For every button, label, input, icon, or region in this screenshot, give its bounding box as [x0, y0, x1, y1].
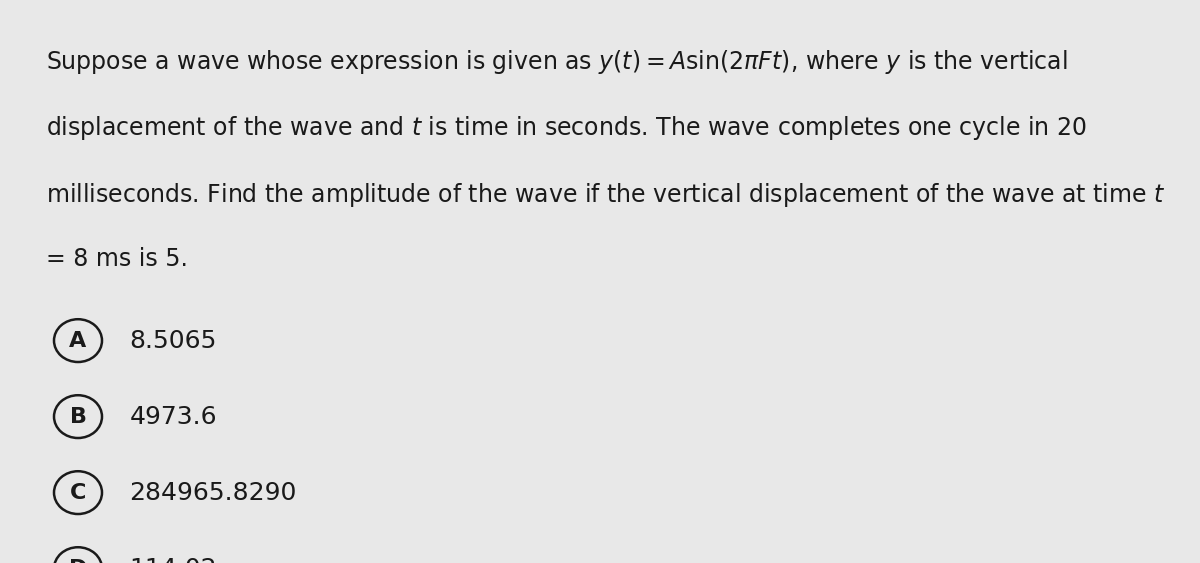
Text: 284965.8290: 284965.8290 — [130, 481, 296, 504]
Text: 114.02: 114.02 — [130, 557, 217, 563]
Text: milliseconds. Find the amplitude of the wave if the vertical displacement of the: milliseconds. Find the amplitude of the … — [46, 181, 1165, 209]
Text: C: C — [70, 482, 86, 503]
Text: B: B — [70, 406, 86, 427]
Text: 8.5065: 8.5065 — [130, 329, 217, 352]
Text: = 8 ms is 5.: = 8 ms is 5. — [46, 247, 187, 271]
Text: D: D — [68, 558, 88, 563]
Text: A: A — [70, 330, 86, 351]
Text: 4973.6: 4973.6 — [130, 405, 217, 428]
Text: displacement of the wave and $t$ is time in seconds. The wave completes one cycl: displacement of the wave and $t$ is time… — [46, 114, 1086, 142]
Text: Suppose a wave whose expression is given as $y(t) = A\sin(2\pi Ft)$, where $y$ i: Suppose a wave whose expression is given… — [46, 48, 1067, 76]
